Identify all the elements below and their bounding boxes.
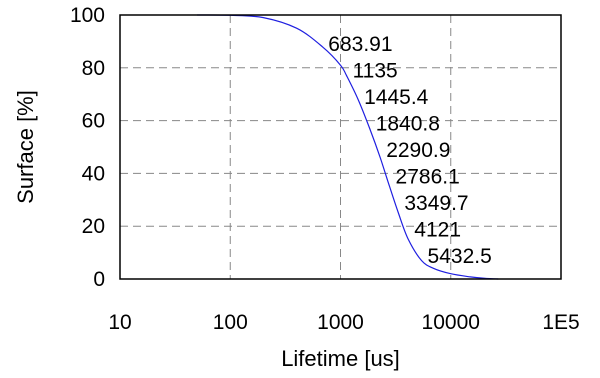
x-tick-label: 100 — [213, 311, 248, 334]
y-tick-label: 100 — [70, 4, 105, 27]
x-tick-label: 1000 — [317, 311, 364, 334]
x-axis-label: Lifetime [us] — [281, 346, 400, 371]
annotation-label: 3349.7 — [404, 192, 468, 215]
y-axis-label: Surface [%] — [13, 90, 38, 204]
y-tick-label: 0 — [93, 268, 105, 291]
annotation-label: 1445.4 — [364, 86, 429, 109]
annotation-label: 1840.8 — [376, 113, 440, 136]
annotations: 683.91 1135 1445.4 1840.8 2290.9 2786.1 3349.7… — [328, 33, 491, 268]
y-tick-label: 60 — [82, 110, 105, 133]
x-tick-label: 10 — [108, 311, 131, 334]
x-axis-ticks: 10 100 1000 10000 1E5 — [108, 311, 579, 334]
annotation-label: 5432.5 — [428, 245, 492, 268]
y-tick-label: 80 — [82, 57, 105, 80]
y-tick-label: 40 — [82, 162, 105, 185]
x-tick-label: 1E5 — [542, 311, 579, 334]
y-tick-label: 20 — [82, 215, 105, 238]
x-tick-label: 10000 — [422, 311, 480, 334]
annotation-label: 1135 — [353, 60, 398, 83]
plot-frame — [119, 14, 562, 280]
annotation-label: 2786.1 — [396, 166, 460, 189]
grid-lines — [120, 15, 561, 279]
annotation-label: 2290.9 — [386, 139, 450, 162]
series-line — [197, 14, 499, 280]
annotation-label: 683.91 — [328, 33, 392, 56]
annotation-label: 4121 — [414, 219, 461, 242]
y-axis-ticks: 0 20 40 60 80 100 — [70, 4, 105, 291]
